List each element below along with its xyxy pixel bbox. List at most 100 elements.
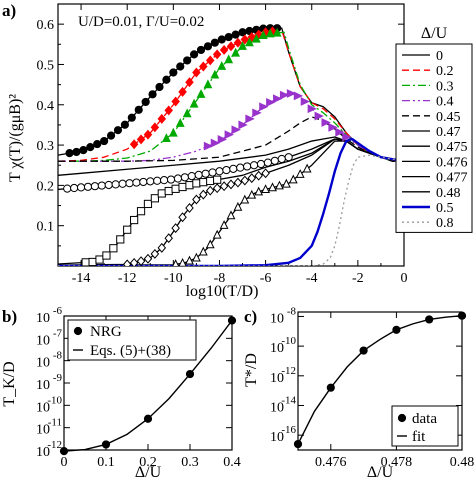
data-point bbox=[143, 414, 153, 423]
data-point bbox=[254, 170, 263, 181]
data-point bbox=[180, 173, 189, 182]
data-point bbox=[125, 179, 134, 188]
data-point bbox=[210, 69, 220, 79]
data-point bbox=[76, 183, 86, 192]
data-point bbox=[192, 67, 201, 78]
data-point bbox=[270, 156, 279, 165]
data-point bbox=[63, 184, 72, 193]
data-point bbox=[212, 183, 222, 194]
data-point bbox=[196, 89, 206, 98]
data-point bbox=[335, 127, 345, 137]
data-point bbox=[171, 223, 180, 234]
legend-entry-label: 0.477 bbox=[436, 171, 468, 186]
panel-b-label: b) bbox=[2, 307, 17, 326]
data-point bbox=[245, 114, 255, 124]
panel-c-ytick-label: 10 bbox=[270, 341, 284, 356]
data-point bbox=[219, 44, 229, 55]
panel-b-legend-marker bbox=[73, 326, 83, 336]
panel-b-xtick-label: 0.1 bbox=[97, 455, 115, 470]
panel-c-legend-label: data bbox=[412, 411, 437, 427]
data-point bbox=[293, 439, 303, 449]
data-point bbox=[182, 108, 192, 118]
data-point bbox=[284, 153, 293, 162]
legend-box bbox=[395, 43, 473, 233]
series-line-0p48 bbox=[58, 140, 404, 266]
legend-entry-label: 0.476 bbox=[436, 155, 468, 170]
data-point bbox=[201, 169, 210, 178]
data-point bbox=[261, 184, 271, 194]
data-point bbox=[212, 49, 222, 60]
data-point bbox=[342, 132, 352, 142]
data-point bbox=[148, 90, 157, 99]
data-point bbox=[212, 229, 222, 239]
panel-a-xtick-label: -6 bbox=[260, 271, 272, 286]
data-point bbox=[233, 201, 243, 211]
data-point bbox=[229, 164, 238, 173]
panel-c-ytick-exponent: -8 bbox=[287, 305, 297, 317]
data-point bbox=[191, 252, 201, 262]
panel-b-legend-label: Eqs. (5)+(38) bbox=[90, 343, 171, 359]
data-point bbox=[205, 239, 215, 249]
panel-a-label: a) bbox=[2, 1, 16, 20]
panel-b-ytick-exponent: -10 bbox=[47, 394, 62, 406]
panel-b-plot: 0 0.1 0.2 0.3 0.410-1210-1110-1010-910-810-7… bbox=[36, 305, 241, 470]
data-point bbox=[203, 42, 213, 51]
panel-a-xtick-label: -10 bbox=[164, 271, 183, 286]
data-point bbox=[252, 108, 262, 118]
data-point bbox=[160, 176, 169, 185]
data-point bbox=[185, 77, 194, 88]
panel-a-plot: -14 -12 -10 -8 -6 -4 -2 0 0.1 0.2 0.3 0.4 0.5 0.6 bbox=[37, 3, 408, 286]
panel-a-ytick-label: 0.6 bbox=[37, 18, 55, 33]
data-point bbox=[236, 163, 245, 172]
panel-c-ytick-label: 10 bbox=[270, 311, 284, 326]
data-point bbox=[259, 102, 269, 112]
data-point bbox=[173, 174, 183, 183]
data-point bbox=[100, 136, 109, 146]
data-point bbox=[210, 38, 219, 47]
data-point bbox=[175, 118, 185, 127]
legend-entry-label: 0.475 bbox=[436, 140, 468, 155]
panel-a-legend: Δ/U 00.20.30.40.450.470.4750.4760.4770.48… bbox=[395, 25, 473, 233]
data-point bbox=[185, 255, 194, 265]
data-point bbox=[249, 161, 259, 170]
data-point bbox=[178, 257, 187, 266]
data-point bbox=[164, 105, 173, 116]
data-point bbox=[109, 244, 118, 253]
data-point bbox=[247, 173, 257, 184]
panel-c-xtick-label: 0.476 bbox=[315, 455, 347, 470]
data-point bbox=[157, 242, 167, 253]
panel-b-ytick-label: 10 bbox=[36, 445, 50, 460]
panel-c-ylabel: T*/D bbox=[243, 353, 260, 387]
data-point bbox=[392, 325, 401, 334]
data-point bbox=[240, 175, 250, 186]
data-point bbox=[178, 86, 187, 97]
data-point bbox=[425, 315, 434, 324]
series-line-0p4 bbox=[58, 92, 404, 162]
series-markers-0p476 bbox=[81, 175, 222, 266]
panel-a-xlabel: log10(T/D) bbox=[186, 283, 259, 300]
data-point bbox=[243, 162, 252, 171]
panel-b-xtick-label: 0.4 bbox=[223, 455, 241, 470]
data-point bbox=[141, 97, 150, 107]
data-point bbox=[116, 235, 125, 244]
data-point bbox=[143, 199, 153, 209]
data-point bbox=[90, 182, 100, 191]
data-point bbox=[185, 369, 195, 379]
data-point bbox=[238, 120, 248, 130]
data-point bbox=[240, 34, 250, 45]
data-point bbox=[224, 130, 234, 139]
data-point bbox=[217, 135, 228, 144]
panel-c-ytick-exponent: -14 bbox=[281, 394, 296, 406]
legend-entry-label: 0.8 bbox=[436, 216, 454, 231]
data-point bbox=[256, 159, 266, 169]
data-point bbox=[189, 50, 199, 59]
data-point bbox=[273, 94, 283, 104]
data-point bbox=[314, 111, 324, 121]
data-point bbox=[245, 37, 254, 47]
data-point bbox=[164, 186, 173, 196]
data-point bbox=[118, 179, 127, 188]
legend-entry-label: 0 bbox=[436, 49, 443, 64]
data-point bbox=[136, 134, 146, 145]
data-point bbox=[172, 259, 180, 266]
panel-c-label: c) bbox=[244, 307, 257, 326]
